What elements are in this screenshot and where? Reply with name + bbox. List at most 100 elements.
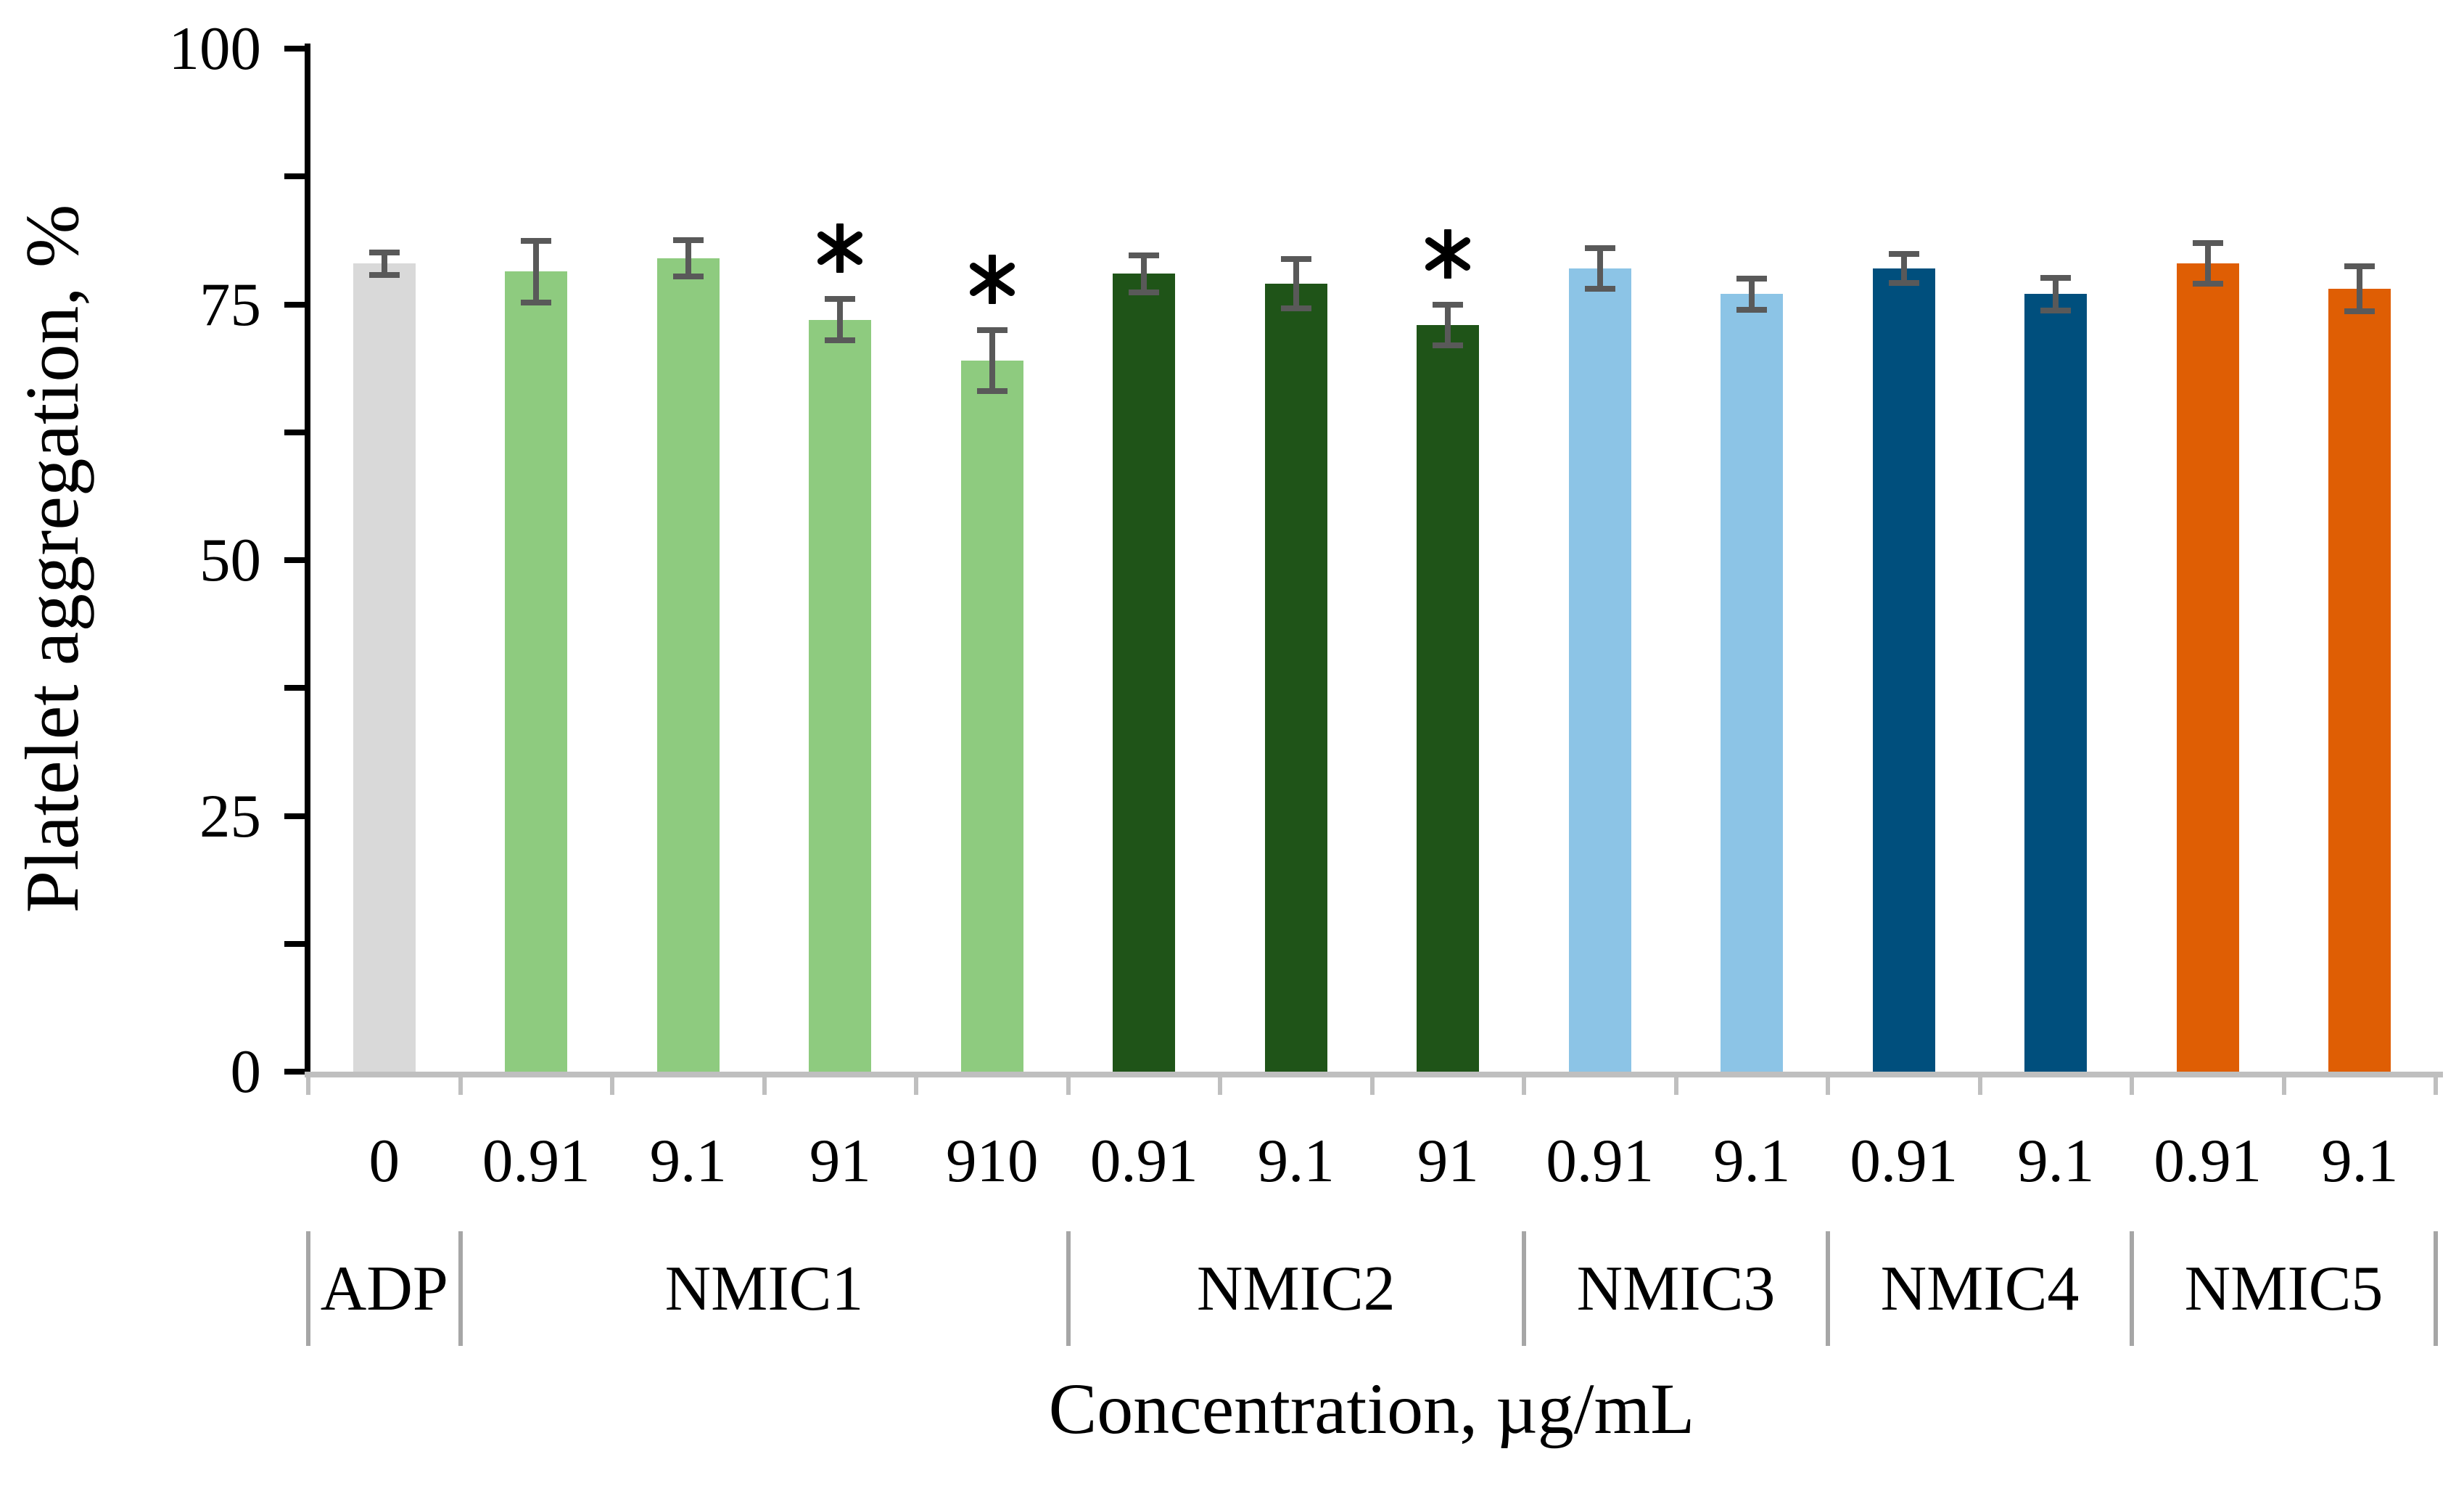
error-bar-cap-top xyxy=(1584,245,1615,251)
error-bar xyxy=(533,241,540,303)
error-bar-cap-top xyxy=(1129,252,1160,258)
x-axis-tick xyxy=(2281,1077,2286,1095)
y-axis-tick xyxy=(284,1069,310,1075)
bar xyxy=(1721,294,1784,1072)
bar xyxy=(960,361,1023,1072)
bar xyxy=(656,258,720,1072)
y-tick-label: 50 xyxy=(199,526,261,594)
error-bar-cap-bottom xyxy=(1736,306,1768,313)
error-bar xyxy=(2053,277,2059,311)
y-axis-tick xyxy=(284,173,310,180)
x-tick-label: 9.1 xyxy=(649,1127,727,1195)
error-bar-cap-bottom xyxy=(2040,307,2072,313)
error-bar xyxy=(989,329,995,392)
bar xyxy=(1113,274,1176,1072)
y-axis-tick xyxy=(284,940,310,947)
x-axis-tick xyxy=(1522,1077,1526,1095)
error-bar-cap-bottom xyxy=(1584,286,1615,292)
error-bar-cap-bottom xyxy=(1129,289,1160,295)
error-bar xyxy=(1596,247,1603,289)
group-label: NMIC5 xyxy=(2184,1254,2383,1324)
error-bar-cap-top xyxy=(1433,301,1464,308)
x-axis-title: Concentration, µg/mL xyxy=(1048,1368,1695,1449)
bar xyxy=(809,319,872,1072)
significance-asterisk xyxy=(1425,229,1471,279)
error-bar xyxy=(1141,255,1147,292)
error-bar xyxy=(1293,259,1299,309)
x-axis-tick xyxy=(1977,1077,1982,1095)
group-separator xyxy=(2130,1231,2134,1346)
error-bar-cap-bottom xyxy=(1888,279,1919,286)
bar xyxy=(2024,294,2088,1072)
x-tick-label: 0.91 xyxy=(482,1127,590,1195)
error-bar xyxy=(1749,279,1755,310)
error-bar-cap-top xyxy=(672,237,704,243)
group-separator xyxy=(1826,1231,1830,1346)
error-bar-cap-top xyxy=(825,296,856,303)
x-tick-label: 91 xyxy=(809,1127,871,1195)
x-axis-tick xyxy=(1673,1077,1678,1095)
x-axis-tick xyxy=(610,1077,614,1095)
error-bar-cap-bottom xyxy=(368,271,400,278)
y-tick-label: 75 xyxy=(199,270,261,339)
significance-asterisk xyxy=(969,254,1015,304)
x-tick-label: 0.91 xyxy=(1850,1127,1958,1195)
error-bar-cap-bottom xyxy=(672,274,704,280)
group-label: NMIC3 xyxy=(1576,1254,1776,1324)
bar xyxy=(1264,284,1327,1072)
significance-asterisk xyxy=(817,223,863,274)
x-tick-label: 9.1 xyxy=(1713,1127,1791,1195)
y-axis-tick xyxy=(284,301,310,308)
x-tick-label: 0.91 xyxy=(2154,1127,2262,1195)
group-label: ADP xyxy=(320,1254,448,1324)
group-separator xyxy=(306,1231,310,1346)
error-bar-cap-top xyxy=(2192,239,2223,246)
y-axis-tick xyxy=(284,685,310,691)
bar xyxy=(1872,268,1935,1072)
bar xyxy=(1417,324,1480,1072)
y-tick-label: 100 xyxy=(168,15,262,83)
x-axis-tick xyxy=(1369,1077,1375,1095)
x-axis-tick xyxy=(762,1077,767,1095)
x-tick-label: 910 xyxy=(946,1127,1039,1195)
y-axis-tick xyxy=(284,557,310,563)
x-tick-label: 9.1 xyxy=(1257,1127,1335,1195)
error-bar-cap-bottom xyxy=(1433,342,1464,348)
error-bar-cap-bottom xyxy=(825,337,856,343)
bar xyxy=(2328,289,2391,1072)
error-bar-cap-bottom xyxy=(2344,308,2376,315)
error-bar xyxy=(837,299,844,340)
error-bar xyxy=(2357,266,2363,312)
error-bar-cap-top xyxy=(1736,276,1768,282)
error-bar-cap-top xyxy=(976,327,1008,333)
x-tick-label: 0.91 xyxy=(1546,1127,1655,1195)
x-axis-line xyxy=(305,1072,2443,1077)
x-tick-label: 9.1 xyxy=(2017,1127,2095,1195)
error-bar xyxy=(381,252,387,275)
error-bar-cap-top xyxy=(521,238,552,245)
error-bar-cap-top xyxy=(2040,274,2072,281)
x-tick-label: 91 xyxy=(1417,1127,1479,1195)
group-separator xyxy=(1066,1231,1071,1346)
x-axis-tick xyxy=(1218,1077,1222,1095)
error-bar-cap-top xyxy=(368,249,400,255)
y-axis-tick xyxy=(284,429,310,435)
bar xyxy=(505,271,568,1072)
y-tick-label: 25 xyxy=(199,781,261,850)
error-bar xyxy=(1900,254,1907,283)
x-axis-tick xyxy=(2130,1077,2134,1095)
error-bar xyxy=(1445,304,1451,345)
group-label: NMIC4 xyxy=(1880,1254,2080,1324)
error-bar-cap-bottom xyxy=(976,388,1008,395)
error-bar-cap-bottom xyxy=(1280,305,1311,312)
x-axis-tick xyxy=(1066,1077,1071,1095)
x-axis-tick xyxy=(306,1077,310,1095)
group-label: NMIC1 xyxy=(664,1254,864,1324)
group-label: NMIC2 xyxy=(1196,1254,1396,1324)
y-axis-title: Platelet aggregation, % xyxy=(9,204,94,913)
group-separator xyxy=(2434,1231,2438,1346)
y-axis-tick xyxy=(284,813,310,819)
x-tick-label: 0.91 xyxy=(1089,1127,1198,1195)
y-axis-tick xyxy=(284,46,310,52)
